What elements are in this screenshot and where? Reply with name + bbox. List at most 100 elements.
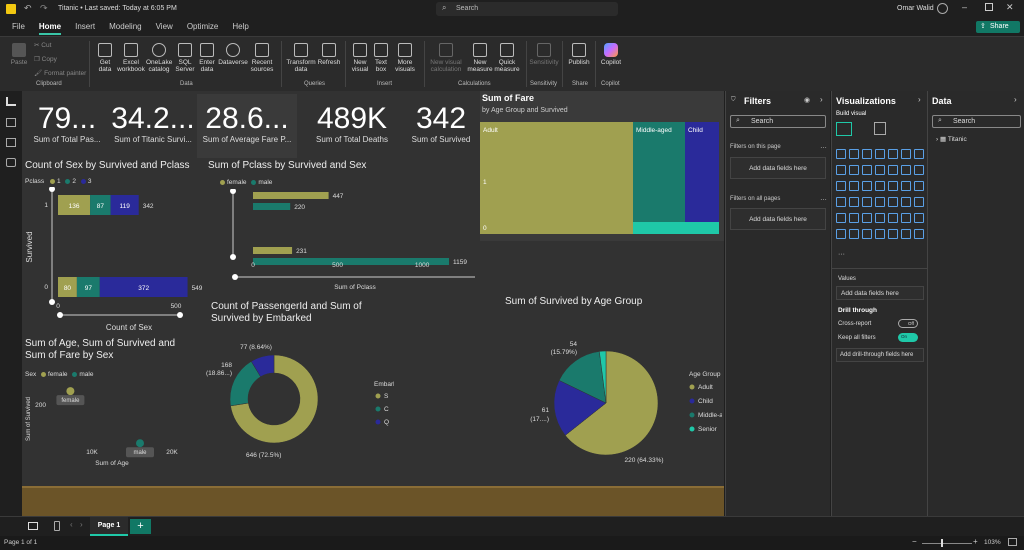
recent-sources-button[interactable]: Recent sources	[248, 43, 276, 73]
visual-type-icon[interactable]	[900, 165, 911, 175]
donut-chart[interactable]: 646 (72.5%) 168(18.86...) 77 (8.64%) Embark…	[204, 336, 394, 461]
more-options-icon[interactable]: …	[820, 195, 827, 202]
menu-tab-view[interactable]: View	[155, 22, 173, 31]
treemap-tile[interactable]	[685, 222, 719, 234]
menu-tab-home[interactable]: Home	[38, 22, 62, 35]
donut-slice[interactable]	[250, 354, 275, 378]
visual-type-icon[interactable]	[900, 213, 911, 223]
menu-tab-insert[interactable]: Insert	[75, 22, 96, 31]
visual-type-icon[interactable]	[874, 165, 885, 175]
all-pages-filter-drop-zone[interactable]: Add data fields here	[730, 208, 826, 230]
bar-segment[interactable]	[90, 195, 111, 215]
more-options-icon[interactable]: …	[820, 143, 827, 150]
visual-type-icon[interactable]	[848, 149, 859, 159]
bar[interactable]	[253, 258, 449, 265]
table-item[interactable]: › ▦ Titanic	[936, 135, 967, 143]
visual-type-icon[interactable]	[900, 197, 911, 207]
excel-button[interactable]: Excel workbook	[116, 43, 146, 73]
pie-slice[interactable]	[558, 351, 607, 404]
pie-slice[interactable]	[553, 380, 607, 436]
format-visual-icon[interactable]	[874, 122, 886, 135]
visual-type-icon[interactable]	[835, 197, 846, 207]
slider-handle[interactable]	[232, 274, 238, 280]
dax-view-icon[interactable]	[6, 158, 16, 167]
visual-type-icon[interactable]	[861, 181, 872, 191]
treemap-tile[interactable]	[633, 222, 685, 234]
scatter-point[interactable]	[136, 439, 144, 448]
visual-type-icon[interactable]	[887, 229, 898, 239]
prev-page-icon[interactable]: ‹	[70, 520, 73, 529]
zoom-out-icon[interactable]: −	[912, 537, 917, 546]
refresh-button[interactable]: Refresh	[317, 43, 341, 66]
table-view-icon[interactable]	[6, 118, 16, 127]
visual-type-icon[interactable]	[861, 165, 872, 175]
format-painter-button[interactable]: 🖌 Format painter	[34, 70, 86, 77]
visual-type-icon[interactable]	[848, 229, 859, 239]
treemap-tile[interactable]	[685, 122, 719, 222]
get-data-button[interactable]: Get data	[94, 43, 116, 73]
visual-type-icon[interactable]	[861, 197, 872, 207]
bar-segment[interactable]	[58, 195, 91, 215]
data-search-input[interactable]: ⌕ Search	[932, 115, 1021, 128]
visual-type-icon[interactable]	[874, 229, 885, 239]
visual-type-icon[interactable]	[861, 229, 872, 239]
collapse-icon[interactable]: ›	[1014, 95, 1017, 104]
kpi-card[interactable]: 79... Sum of Total Pas...	[24, 94, 110, 158]
slider-handle[interactable]	[49, 187, 55, 192]
next-page-icon[interactable]: ›	[80, 520, 83, 529]
menu-tab-modeling[interactable]: Modeling	[109, 22, 142, 31]
model-view-icon[interactable]	[6, 138, 16, 147]
visual-type-icon[interactable]	[848, 197, 859, 207]
zoom-slider[interactable]	[922, 543, 972, 544]
copilot-button[interactable]: Copilot	[598, 43, 624, 66]
pie-slice[interactable]	[599, 350, 607, 404]
visual-type-icon[interactable]	[900, 181, 911, 191]
page-tab[interactable]: Page 1	[90, 517, 128, 536]
menu-tab-optimize[interactable]: Optimize	[186, 22, 219, 31]
visual-type-icon[interactable]	[887, 149, 898, 159]
treemap-tile[interactable]	[633, 122, 685, 222]
onelake-button[interactable]: OneLake catalog	[146, 43, 172, 73]
file-title[interactable]: Titanic • Last saved: Today at 6:05 PM	[58, 5, 177, 12]
visual-type-icon[interactable]	[900, 149, 911, 159]
paste-button[interactable]: Paste	[8, 43, 30, 66]
visual-type-icon[interactable]	[835, 181, 846, 191]
pie-chart[interactable]: 220 (64.33%) 61 (17....) 54(15.79%) Age Grou…	[482, 326, 722, 466]
sql-button[interactable]: SQL Server	[174, 43, 196, 73]
search-box[interactable]: ⌕ Search	[436, 2, 618, 16]
add-page-button[interactable]: +	[130, 519, 151, 534]
donut-slice[interactable]	[230, 354, 319, 444]
kpi-card[interactable]: 489K Sum of Total Deaths	[302, 94, 402, 158]
kpi-card[interactable]: 34.2... Sum of Titanic Survi...	[110, 94, 196, 158]
publish-button[interactable]: Publish	[566, 43, 592, 66]
quick-measure-button[interactable]: Quick measure	[494, 43, 520, 73]
values-drop-zone[interactable]: Add data fields here	[836, 286, 924, 300]
bar-segment[interactable]	[110, 195, 139, 215]
dataverse-button[interactable]: Dataverse	[218, 43, 248, 66]
avatar[interactable]	[937, 3, 948, 14]
more-icon[interactable]: ···	[838, 251, 845, 258]
drill-drop-zone[interactable]: Add drill-through fields here	[836, 348, 924, 362]
visual-type-icon[interactable]	[874, 181, 885, 191]
pie-slice[interactable]	[564, 350, 659, 456]
fit-page-icon[interactable]	[1008, 538, 1017, 546]
visual-type-icon[interactable]	[848, 181, 859, 191]
collapse-icon[interactable]: ›	[820, 95, 823, 104]
visual-type-icon[interactable]	[861, 213, 872, 223]
bar-segment[interactable]	[99, 277, 188, 297]
bar-chart-sex[interactable]: 447 220 231 1159 0 500 1000 Sum of Pclass	[205, 189, 475, 304]
redo-icon[interactable]: ↷	[40, 3, 48, 13]
keep-filters-toggle[interactable]: On	[898, 333, 918, 342]
visual-type-icon[interactable]	[835, 149, 846, 159]
visual-type-icon[interactable]	[835, 165, 846, 175]
copy-button[interactable]: ❐ Copy	[34, 56, 57, 63]
build-visual-icon[interactable]	[836, 122, 852, 136]
visual-type-icon[interactable]	[835, 213, 846, 223]
visual-type-icon[interactable]	[848, 165, 859, 175]
bar-segment[interactable]	[76, 277, 100, 297]
bar[interactable]	[253, 203, 291, 210]
cross-report-toggle[interactable]: Off	[898, 319, 918, 328]
slider-handle[interactable]	[230, 254, 236, 260]
visual-type-icon[interactable]	[848, 213, 859, 223]
visual-type-icon[interactable]	[913, 197, 924, 207]
